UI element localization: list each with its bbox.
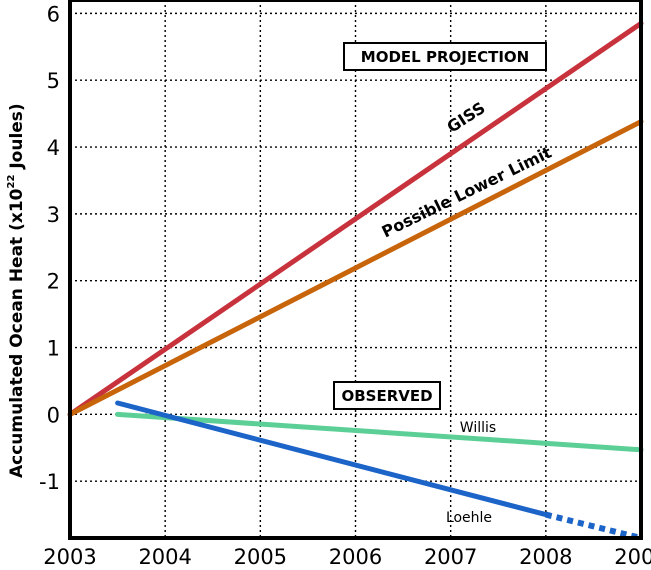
willis-label: Willis bbox=[460, 420, 496, 436]
y-axis-label-exponent: 22 bbox=[6, 175, 17, 189]
y-axis-label-main: Accumulated Ocean Heat (x10 bbox=[7, 188, 27, 478]
y-tick-label: -1 bbox=[39, 470, 60, 494]
x-tick-label: 2008 bbox=[519, 545, 572, 569]
series-line-willis bbox=[115, 411, 644, 453]
x-tick-label: 2009 bbox=[614, 545, 651, 569]
series-line-loehle bbox=[115, 400, 549, 518]
observed-label: OBSERVED bbox=[341, 387, 432, 405]
y-tick-label: 6 bbox=[47, 2, 60, 26]
x-tick-label: 2006 bbox=[329, 545, 382, 569]
x-tick-label: 2003 bbox=[43, 545, 96, 569]
y-tick-label: 0 bbox=[47, 403, 60, 427]
y-tick-label: 2 bbox=[47, 270, 60, 294]
observed-box: OBSERVED bbox=[333, 381, 441, 410]
series-line-extension bbox=[545, 511, 642, 541]
x-tick-label: 2005 bbox=[234, 545, 287, 569]
x-tick-label: 2004 bbox=[138, 545, 191, 569]
x-axis-ticks: 2003 2004 2005 2006 2007 2008 2009 bbox=[43, 545, 651, 569]
x-tick-label: 2007 bbox=[424, 545, 477, 569]
grid bbox=[69, 0, 642, 538]
model-projection-box: MODEL PROJECTION bbox=[343, 42, 547, 71]
loehle-label: Loehle bbox=[446, 510, 492, 526]
y-tick-label: 5 bbox=[47, 69, 60, 93]
y-axis-label: Accumulated Ocean Heat (x1022 Joules) bbox=[6, 103, 27, 478]
plot-frame bbox=[68, 0, 643, 540]
series-line-possible-lower-limit bbox=[67, 119, 644, 417]
y-axis-ticks: 6 5 4 3 2 1 0 -1 bbox=[39, 2, 60, 494]
model-projection-label: MODEL PROJECTION bbox=[361, 48, 529, 66]
y-tick-label: 1 bbox=[47, 337, 60, 361]
series-lines bbox=[67, 20, 644, 541]
y-tick-label: 3 bbox=[47, 203, 60, 227]
series-line-giss bbox=[67, 20, 644, 417]
y-axis-label-units: Joules) bbox=[7, 103, 27, 174]
y-tick-label: 4 bbox=[47, 136, 60, 160]
